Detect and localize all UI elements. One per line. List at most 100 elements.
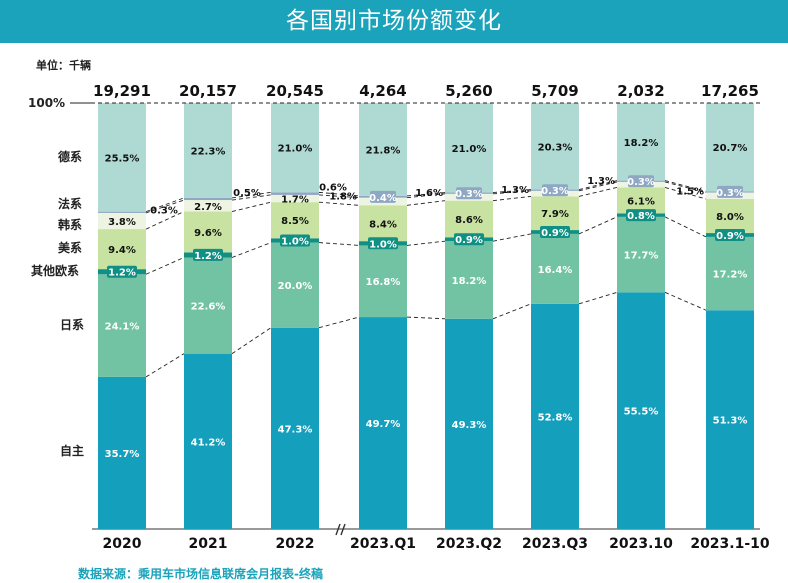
bar-japanese-2020 xyxy=(98,274,146,377)
label-other-european-2020: 1.2% xyxy=(108,268,136,279)
label-american-2022: 8.5% xyxy=(281,216,309,227)
bar-german-2023-Q1 xyxy=(359,103,407,196)
label-japanese-2020: 24.1% xyxy=(105,322,140,333)
bar-german-2021 xyxy=(184,103,232,198)
legend-american: 美系 xyxy=(58,240,82,255)
total-2021: 20,157 xyxy=(179,82,237,100)
bar-japanese-2023-1-10 xyxy=(706,236,754,311)
label-box-french-2023-Q2 xyxy=(456,187,482,200)
label-domestic-2023-Q2: 49.3% xyxy=(452,420,487,431)
label-other-european-2021: 1.2% xyxy=(194,251,222,262)
total-2023-Q1: 4,264 xyxy=(359,82,406,100)
connector-american-2023-10 xyxy=(664,186,707,200)
bar-german-2022 xyxy=(271,103,319,193)
label-box-other-european-2022 xyxy=(280,234,310,247)
bar-domestic-2023-1-10 xyxy=(706,310,754,529)
label-box-other-european-2021 xyxy=(193,248,223,261)
label-box-french-2023-10 xyxy=(628,175,654,188)
label-other-european-2023-Q2: 0.9% xyxy=(455,235,483,246)
legend-korean: 韩系 xyxy=(58,217,82,232)
bar-korean-2022 xyxy=(271,194,319,203)
bar-domestic-2023-10 xyxy=(617,292,665,529)
label-other-european-2023-Q3: 0.9% xyxy=(541,228,569,239)
bar-american-2023-1-10 xyxy=(706,198,754,234)
legend-domestic: 自主 xyxy=(60,443,84,458)
connector-french-2023-Q2 xyxy=(492,189,532,193)
label-japanese-2023-10: 17.7% xyxy=(624,251,659,262)
axis-break-mark-2 xyxy=(340,523,346,536)
connector-domestic-2020 xyxy=(145,353,185,378)
x-tick-2023-1-10: 2023.1-10 xyxy=(690,536,770,552)
total-2022: 20,545 xyxy=(266,82,324,100)
label-korean-2022: 1.7% xyxy=(281,195,309,206)
label-american-2023-1-10: 8.0% xyxy=(716,212,744,223)
bar-french-2022 xyxy=(271,192,319,195)
total-2023-10: 2,032 xyxy=(617,82,664,100)
connector-american-2023-Q1 xyxy=(406,200,446,206)
label-french-2023-10: 0.3% xyxy=(627,177,655,188)
label-german-2022: 21.0% xyxy=(278,144,313,155)
connector-japanese-2023-Q3 xyxy=(578,216,618,235)
bar-domestic-2023-Q2 xyxy=(445,318,493,529)
connector-american-2023-Q3 xyxy=(578,186,618,197)
bar-french-2020 xyxy=(98,211,146,213)
total-2023-1-10: 17,265 xyxy=(701,82,759,100)
label-other-european-2023-10: 0.8% xyxy=(627,211,655,222)
label-box-other-european-2023-Q1 xyxy=(368,237,398,250)
x-tick-2020: 2020 xyxy=(103,536,142,552)
label-other-european-2023-Q1: 1.0% xyxy=(369,239,397,250)
bar-domestic-2023-Q3 xyxy=(531,303,579,529)
y-label-100: 100% xyxy=(28,96,65,110)
label-korean-2020: 3.8% xyxy=(108,217,136,228)
label-domestic-2022: 47.3% xyxy=(278,424,313,435)
x-tick-2022: 2022 xyxy=(276,536,315,552)
connector-japanese-2021 xyxy=(231,242,272,258)
connector-french-2023-Q1 xyxy=(406,192,446,197)
bar-korean-2021 xyxy=(184,200,232,212)
label-domestic-2023-10: 55.5% xyxy=(624,407,659,418)
x-tick-2023-Q3: 2023.Q3 xyxy=(522,536,588,552)
label-korean-2021: 2.7% xyxy=(194,202,222,213)
bar-german-2023-1-10 xyxy=(706,103,754,192)
data-source: 数据来源：乘用车市场信息联席会月报表-终稿 xyxy=(78,567,323,581)
bar-domestic-2021 xyxy=(184,353,232,529)
label-japanese-2023-1-10: 17.2% xyxy=(713,270,748,281)
total-2023-Q2: 5,260 xyxy=(445,82,492,100)
total-2023-Q3: 5,709 xyxy=(531,82,578,100)
legend-german: 德系 xyxy=(58,149,82,164)
label-american-2023-10: 6.1% xyxy=(627,196,655,207)
bar-american-2021 xyxy=(184,211,232,253)
label-french-2023-1-10: 0.3% xyxy=(716,188,744,199)
bar-german-2020 xyxy=(98,103,146,212)
bar-german-2023-Q3 xyxy=(531,103,579,190)
bar-japanese-2023-Q2 xyxy=(445,241,493,319)
label-korean-2023-10: 1.3% xyxy=(587,176,615,187)
label-american-2023-Q2: 8.6% xyxy=(455,215,483,226)
bar-american-2020 xyxy=(98,229,146,270)
connector-korean-2023-10 xyxy=(664,181,707,193)
label-japanese-2021: 22.6% xyxy=(191,302,226,313)
bar-japanese-2023-Q1 xyxy=(359,245,407,318)
label-french-2021: 0.5% xyxy=(233,188,261,199)
label-french-2022: 0.6% xyxy=(319,182,347,193)
legend-japanese: 日系 xyxy=(60,317,84,332)
label-french-2023-Q2: 0.3% xyxy=(455,189,483,200)
label-box-french-2023-Q3 xyxy=(542,184,568,197)
label-french-2023-Q1: 0.4% xyxy=(369,193,397,204)
label-box-french-2023-Q1 xyxy=(370,190,396,203)
label-other-european-2023-1-10: 0.9% xyxy=(716,231,744,242)
connector-japanese-2023-Q2 xyxy=(492,233,532,242)
connector-japanese-2023-Q1 xyxy=(406,240,446,246)
bar-american-2023-10 xyxy=(617,187,665,214)
label-domestic-2020: 35.7% xyxy=(105,449,140,460)
x-tick-2021: 2021 xyxy=(189,536,228,552)
bar-french-2021 xyxy=(184,197,232,201)
connector-french-2023-10 xyxy=(664,180,707,192)
bar-german-2023-10 xyxy=(617,103,665,181)
label-japanese-2023-Q1: 16.8% xyxy=(366,277,401,288)
label-korean-2023-Q1: 1.8% xyxy=(329,192,357,203)
label-german-2020: 25.5% xyxy=(105,153,140,164)
label-korean-2023-Q2: 1.6% xyxy=(415,188,443,199)
